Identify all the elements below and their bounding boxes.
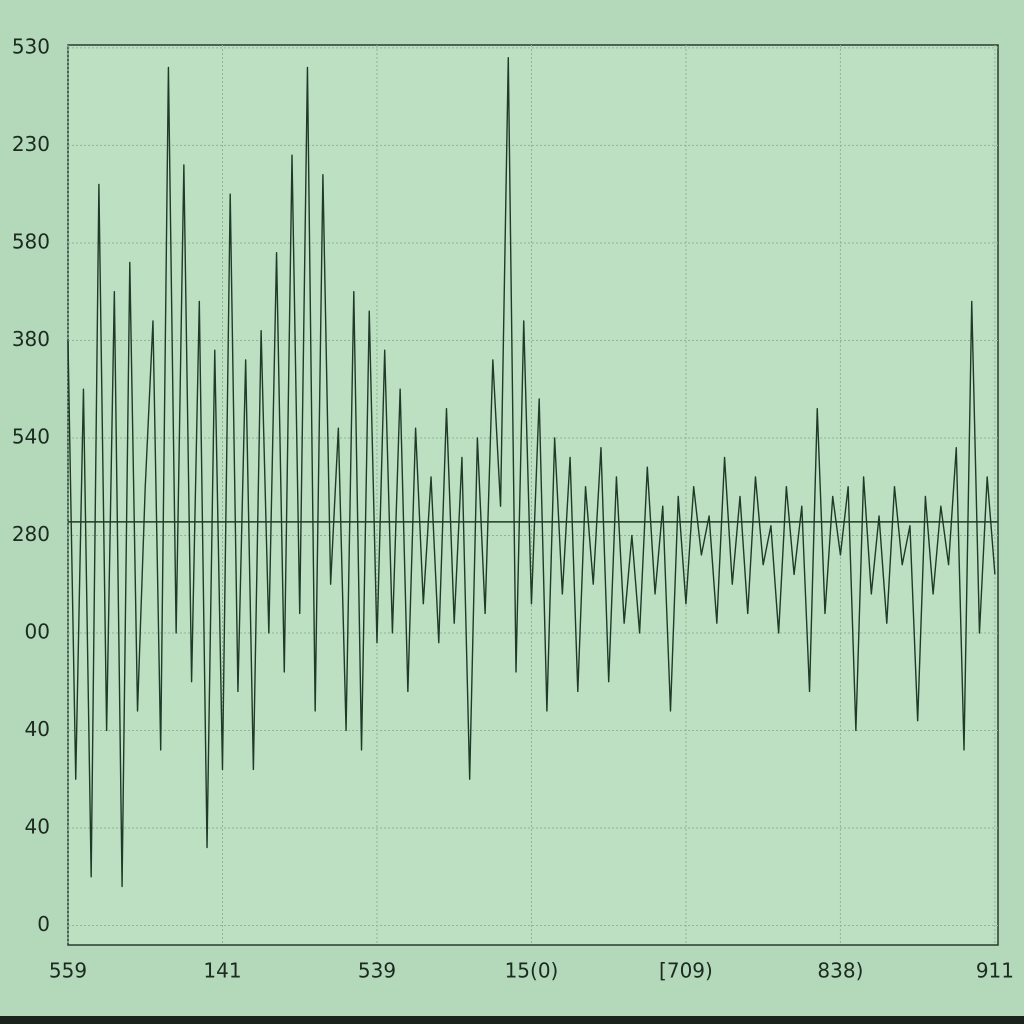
y-tick-label: 280 [12,522,50,546]
y-tick-label: 40 [25,814,50,838]
y-tick-label: 40 [25,717,50,741]
x-tick-label: 141 [203,959,241,983]
y-tick-label: 540 [12,424,50,448]
x-tick-label: 539 [358,959,396,983]
x-tick-label: 838) [817,959,863,983]
x-tick-label: 911 [976,959,1014,983]
y-tick-label: 580 [12,229,50,253]
x-tick-label: 15(0) [505,959,559,983]
y-tick-label: 0 [37,912,50,936]
x-tick-label: 559 [49,959,87,983]
y-tick-label: 230 [12,132,50,156]
x-tick-label: [709) [659,959,713,983]
plot-area [67,44,999,946]
line-series [67,56,996,888]
bottom-bar [0,1016,1024,1024]
y-tick-label: 530 [12,34,50,58]
y-tick-label: 380 [12,327,50,351]
y-tick-label: 00 [25,619,50,643]
